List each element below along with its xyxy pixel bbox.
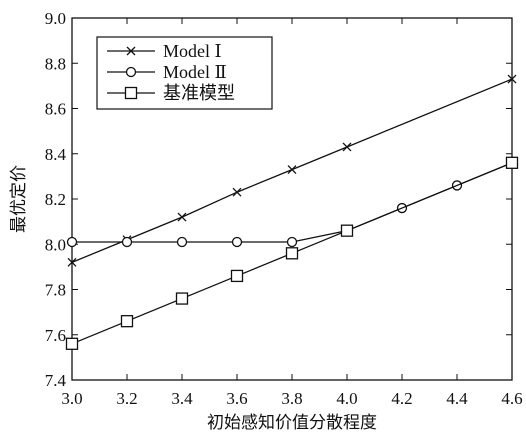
baseline-model-point	[505, 156, 519, 169]
x-tick-label: 4.2	[391, 389, 412, 408]
baseline-model-point	[340, 224, 354, 237]
legend-label: Model Ⅱ	[163, 62, 227, 82]
y-axis-label: 最优定价	[9, 165, 29, 233]
model-2-point	[176, 236, 188, 248]
legend-marker	[126, 46, 136, 56]
legend-marker	[124, 86, 138, 100]
model-1-point-stroke	[287, 165, 297, 175]
legend-entry-model-2: Model Ⅱ	[107, 62, 227, 82]
model-1-point-stroke	[232, 187, 242, 197]
legend-marker	[125, 66, 137, 78]
legend-entry-model-1: Model Ⅰ	[107, 41, 222, 61]
model-2-point	[231, 236, 243, 248]
y-tick-label: 7.6	[45, 326, 66, 345]
y-tick-label: 7.4	[45, 371, 67, 390]
model-1-point-stroke	[507, 74, 517, 84]
model-2-series	[66, 157, 518, 248]
model-1-point-stroke	[177, 212, 187, 222]
legend-label: 基准模型	[163, 83, 235, 103]
x-tick-label: 3.6	[226, 389, 247, 408]
x-tick-label: 3.8	[281, 389, 302, 408]
baseline-model-point	[230, 269, 244, 283]
model-1-point	[507, 74, 517, 84]
x-tick-label: 3.0	[61, 389, 82, 408]
y-tick-label: 9.0	[45, 9, 66, 28]
y-tick-label: 8.2	[45, 190, 66, 209]
baseline-model-point	[175, 292, 189, 305]
model-2-point	[66, 236, 78, 248]
x-tick-label: 3.2	[116, 389, 137, 408]
legend-label: Model Ⅰ	[163, 41, 222, 61]
model-1-point	[67, 257, 77, 267]
y-tick-label: 7.8	[45, 281, 66, 300]
y-tick-label: 8.4	[45, 145, 67, 164]
model-2-line	[72, 162, 513, 243]
legend-marker-stroke	[126, 46, 136, 56]
x-tick-label: 4.4	[446, 389, 468, 408]
baseline-model-series	[65, 156, 519, 350]
x-tick-label: 4.0	[336, 389, 357, 408]
x-axis-label: 初始感知价值分散程度	[207, 413, 377, 433]
y-tick-label: 8.0	[45, 235, 66, 254]
model-1-point-stroke	[342, 142, 352, 152]
model-1-point-stroke	[67, 257, 77, 267]
legend-entry-baseline-model: 基准模型	[107, 83, 235, 103]
model-1-point	[342, 142, 352, 152]
model-1-point	[287, 165, 297, 175]
y-tick-label: 8.6	[45, 100, 66, 119]
baseline-model-point	[120, 315, 134, 328]
baseline-model-point	[285, 247, 299, 260]
model-1-point	[177, 212, 187, 222]
model-1-point	[232, 187, 242, 197]
model-2-point	[121, 236, 133, 248]
y-tick-label: 8.8	[45, 54, 66, 73]
baseline-model-point	[65, 337, 79, 350]
model-2-point	[286, 236, 298, 248]
x-tick-label: 3.4	[171, 389, 193, 408]
x-tick-label: 4.6	[501, 389, 522, 408]
